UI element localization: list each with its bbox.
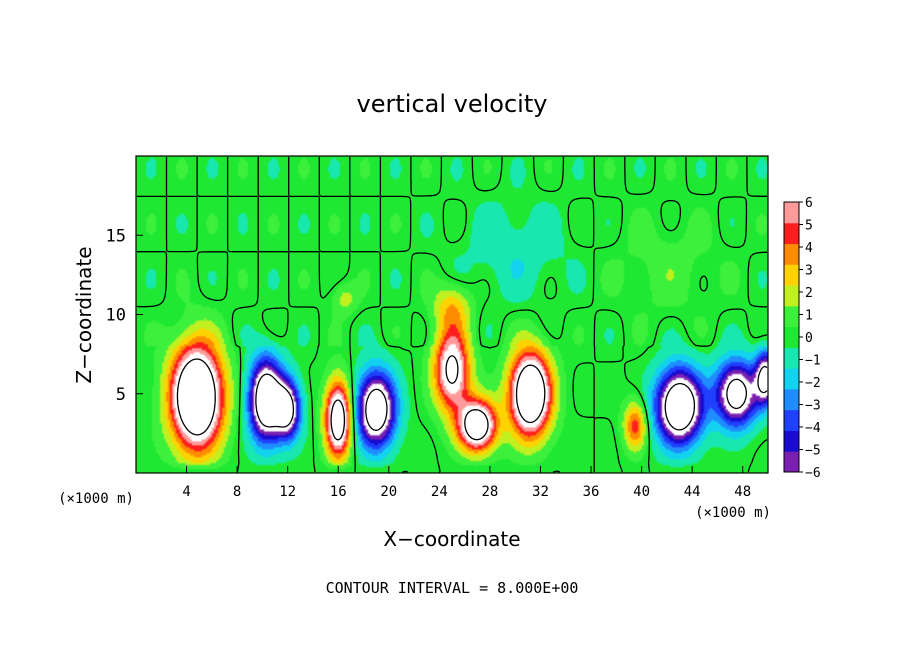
colorbar-swatch: [784, 368, 799, 390]
colorbar-tick-label: 2: [805, 286, 813, 301]
x-tick-label: 8: [233, 484, 241, 500]
y-axis-label: Z−coordinate: [72, 246, 96, 383]
y-tick-label: 15: [106, 226, 126, 246]
x-tick-label: 44: [684, 484, 701, 500]
x-tick-label: 40: [633, 484, 650, 500]
colorbar-tick-label: −1: [805, 354, 821, 369]
x-tick-label: 16: [330, 484, 347, 500]
z-unit-label: (×1000 m): [58, 491, 134, 507]
colorbar-swatch: [784, 326, 799, 348]
colorbar-swatch: [784, 388, 799, 411]
colorbar-tick-label: −5: [805, 444, 821, 459]
colorbar-swatch: [784, 409, 799, 431]
y-tick-label: 5: [116, 385, 126, 405]
contour-lines: [136, 156, 768, 473]
colorbar-tick-label: 0: [805, 331, 813, 346]
x-tick-label: 20: [380, 484, 397, 500]
colorbar-tick-label: −3: [805, 399, 821, 414]
colorbar-tick-label: −2: [805, 376, 821, 391]
x-axis-label: X−coordinate: [383, 527, 520, 551]
x-unit-label: (×1000 m): [695, 505, 771, 521]
velocity-field-image: [136, 156, 768, 473]
x-tick-label: 12: [279, 484, 296, 500]
contour-negative: [255, 365, 768, 431]
colorbar-swatch: [784, 264, 799, 286]
contour-positive: [136, 156, 768, 473]
colorbar-swatch: [784, 305, 799, 328]
colorbar-tick-label: −4: [805, 421, 821, 436]
colorbar-tick-label: 6: [805, 196, 813, 211]
colorbar-tick-label: 4: [805, 241, 813, 256]
colorbar-tick-label: −6: [805, 466, 821, 481]
contour-positive: [176, 355, 546, 441]
y-ticks: 5 10 15: [106, 226, 143, 405]
colorbar-swatch: [784, 285, 799, 307]
colorbar-swatch: [784, 451, 799, 473]
chart-title: vertical velocity: [357, 90, 548, 118]
colorbar-swatch: [784, 430, 799, 452]
contour-interval-note: CONTOUR INTERVAL = 8.000E+00: [326, 579, 579, 597]
heatmap-field: [136, 156, 768, 473]
colorbar-tick-label: 3: [805, 264, 813, 279]
colorbar-swatch: [784, 222, 799, 245]
x-tick-label: 4: [182, 484, 190, 500]
x-tick-label: 28: [481, 484, 498, 500]
x-tick-label: 32: [532, 484, 549, 500]
colorbar-swatch: [784, 347, 799, 369]
x-tick-label: 48: [734, 484, 751, 500]
colorbar-tick-label: 1: [805, 309, 813, 324]
x-tick-label: 24: [431, 484, 448, 500]
y-tick-label: 10: [106, 306, 126, 326]
colorbar-swatch: [784, 243, 799, 265]
colorbar-swatch: [784, 202, 799, 224]
x-tick-label: 36: [583, 484, 600, 500]
x-ticks: 4 8 12 16 20 24 28 32 36 40 44 48: [182, 466, 751, 500]
colorbar: 6 5 4 3 2 1 0 −1 −2 −3 −4 −5 −6: [783, 196, 821, 481]
colorbar-tick-label: 5: [805, 219, 813, 234]
